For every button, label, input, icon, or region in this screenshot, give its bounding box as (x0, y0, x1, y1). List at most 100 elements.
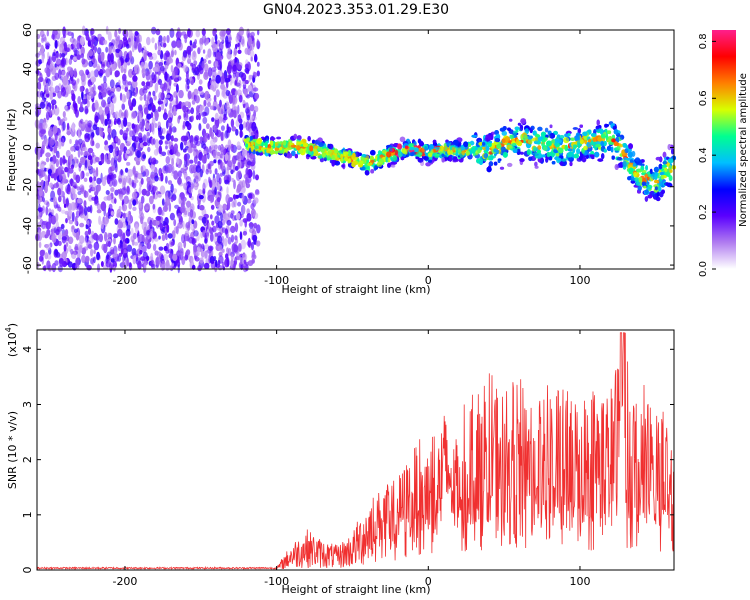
spectrogram-cell (241, 72, 247, 82)
spectrogram-cell (151, 37, 155, 44)
spectrogram-cell (154, 111, 160, 119)
spectrogram-cell (219, 172, 223, 177)
spectrogram-cell (193, 50, 196, 58)
spectrogram-cell (214, 168, 218, 175)
spectrogram-cell (85, 88, 89, 94)
spectrogram-cell (107, 31, 112, 41)
spectrogram-cell (45, 180, 49, 189)
spectrogram-cell (119, 221, 123, 229)
spectrogram-cell (169, 212, 175, 221)
spectrogram-cell (108, 65, 112, 73)
spectrogram-cell (54, 72, 59, 81)
spectrogram-cell (53, 196, 57, 206)
spectrogram-cell (253, 222, 258, 229)
spectrogram-cell (58, 195, 62, 203)
spectrogram-cell (98, 215, 102, 225)
spectrogram-cell (168, 110, 171, 118)
spectrogram-cell (209, 84, 214, 91)
spectrogram-cell (62, 121, 66, 131)
spectrogram-cell (143, 168, 150, 177)
spectrogram-cell (140, 61, 145, 69)
spectrogram-cell (168, 253, 174, 259)
spectrogram-cell (75, 174, 81, 184)
spectrogram-cell (58, 132, 62, 141)
spectrogram-cell (139, 95, 143, 101)
spectrogram-cell (53, 172, 58, 181)
spectrogram-cell (163, 35, 166, 43)
spectrogram-cell (45, 45, 50, 50)
spectrogram-cell (233, 179, 236, 190)
spectrogram-cell (224, 153, 229, 162)
spectrogram-cell (40, 44, 45, 54)
spectrogram-cell (252, 212, 259, 220)
spectrogram-cell (132, 255, 137, 265)
spectrogram-cell (35, 52, 40, 58)
spectrogram-cell (118, 79, 121, 86)
spectrogram-cell (105, 190, 110, 195)
spectrogram-cell (188, 236, 195, 244)
spectrogram-cell (77, 148, 81, 158)
spectrogram-cell (94, 115, 99, 123)
spectrogram-cell (200, 142, 204, 149)
spectrogram-cell (219, 41, 224, 51)
spectrogram-cell (71, 158, 75, 167)
spectrogram-cell (85, 108, 89, 114)
spectrogram-cell (110, 45, 114, 54)
spectrogram-cell (226, 256, 230, 267)
spectrogram-cell (151, 157, 157, 165)
spectrogram-cell (189, 209, 194, 218)
spectrogram-cell (157, 49, 162, 56)
spectrogram-cell (64, 166, 69, 173)
spectrogram-cell (215, 129, 222, 138)
spectrogram-cell (141, 68, 147, 77)
spectrogram-cell (135, 140, 139, 149)
spectrogram-cell (38, 85, 42, 90)
spectrogram-cell (106, 159, 111, 165)
spectrogram-cell (208, 176, 211, 184)
spectrogram-cell (123, 117, 128, 127)
spectrogram-cell (149, 231, 154, 238)
spectrogram-cell (226, 186, 229, 195)
spectrogram-cell (238, 243, 242, 252)
spectrogram-cell (175, 83, 179, 93)
spectrogram-cell (71, 181, 78, 187)
spectrogram-cell (245, 102, 249, 111)
spectrogram-cell (246, 114, 250, 121)
spectrogram-cell (107, 96, 111, 105)
spectrogram-cell (207, 245, 214, 251)
spectrogram-cell (39, 101, 46, 109)
spectrogram-cell (252, 234, 258, 242)
spectrogram-cell (158, 92, 163, 101)
spectrogram-cell (111, 63, 116, 71)
spectrogram-cell (118, 109, 123, 119)
spectrogram-cell (225, 89, 230, 97)
spectrogram-cell (175, 95, 179, 105)
spectrogram-cell (161, 198, 165, 206)
spectrogram-cell (80, 101, 83, 111)
spectrogram-cell (186, 109, 192, 114)
spectrogram-cell (118, 150, 122, 156)
spectrogram-cell (154, 175, 159, 182)
spectrogram-cell (87, 155, 93, 161)
spectrogram-cell (94, 101, 100, 111)
spectrogram-cell (55, 228, 60, 236)
spectrogram-cell (238, 79, 242, 89)
spectrogram-cell (167, 233, 173, 239)
spectrogram-cell (241, 193, 245, 202)
spectrogram-cell (248, 74, 251, 83)
spectrogram-cell (111, 59, 115, 65)
spectrogram-cell (127, 37, 131, 43)
spectrogram-cell (234, 155, 237, 162)
spectrogram-cell (191, 219, 195, 225)
spectrogram-cell (226, 64, 232, 75)
spectrogram-cell (128, 98, 132, 107)
spectrogram-cell (248, 222, 254, 227)
spectrogram-cell (243, 89, 248, 96)
figure-title: GN04.2023.353.01.29.E30 (263, 2, 449, 18)
spectrogram-cell (120, 187, 127, 195)
spectrogram-cell (143, 51, 147, 61)
spectrogram-cell (239, 231, 243, 240)
spectrogram-cell (139, 249, 143, 255)
spectrogram-cell (193, 154, 198, 165)
spectrogram-cell (167, 122, 173, 128)
